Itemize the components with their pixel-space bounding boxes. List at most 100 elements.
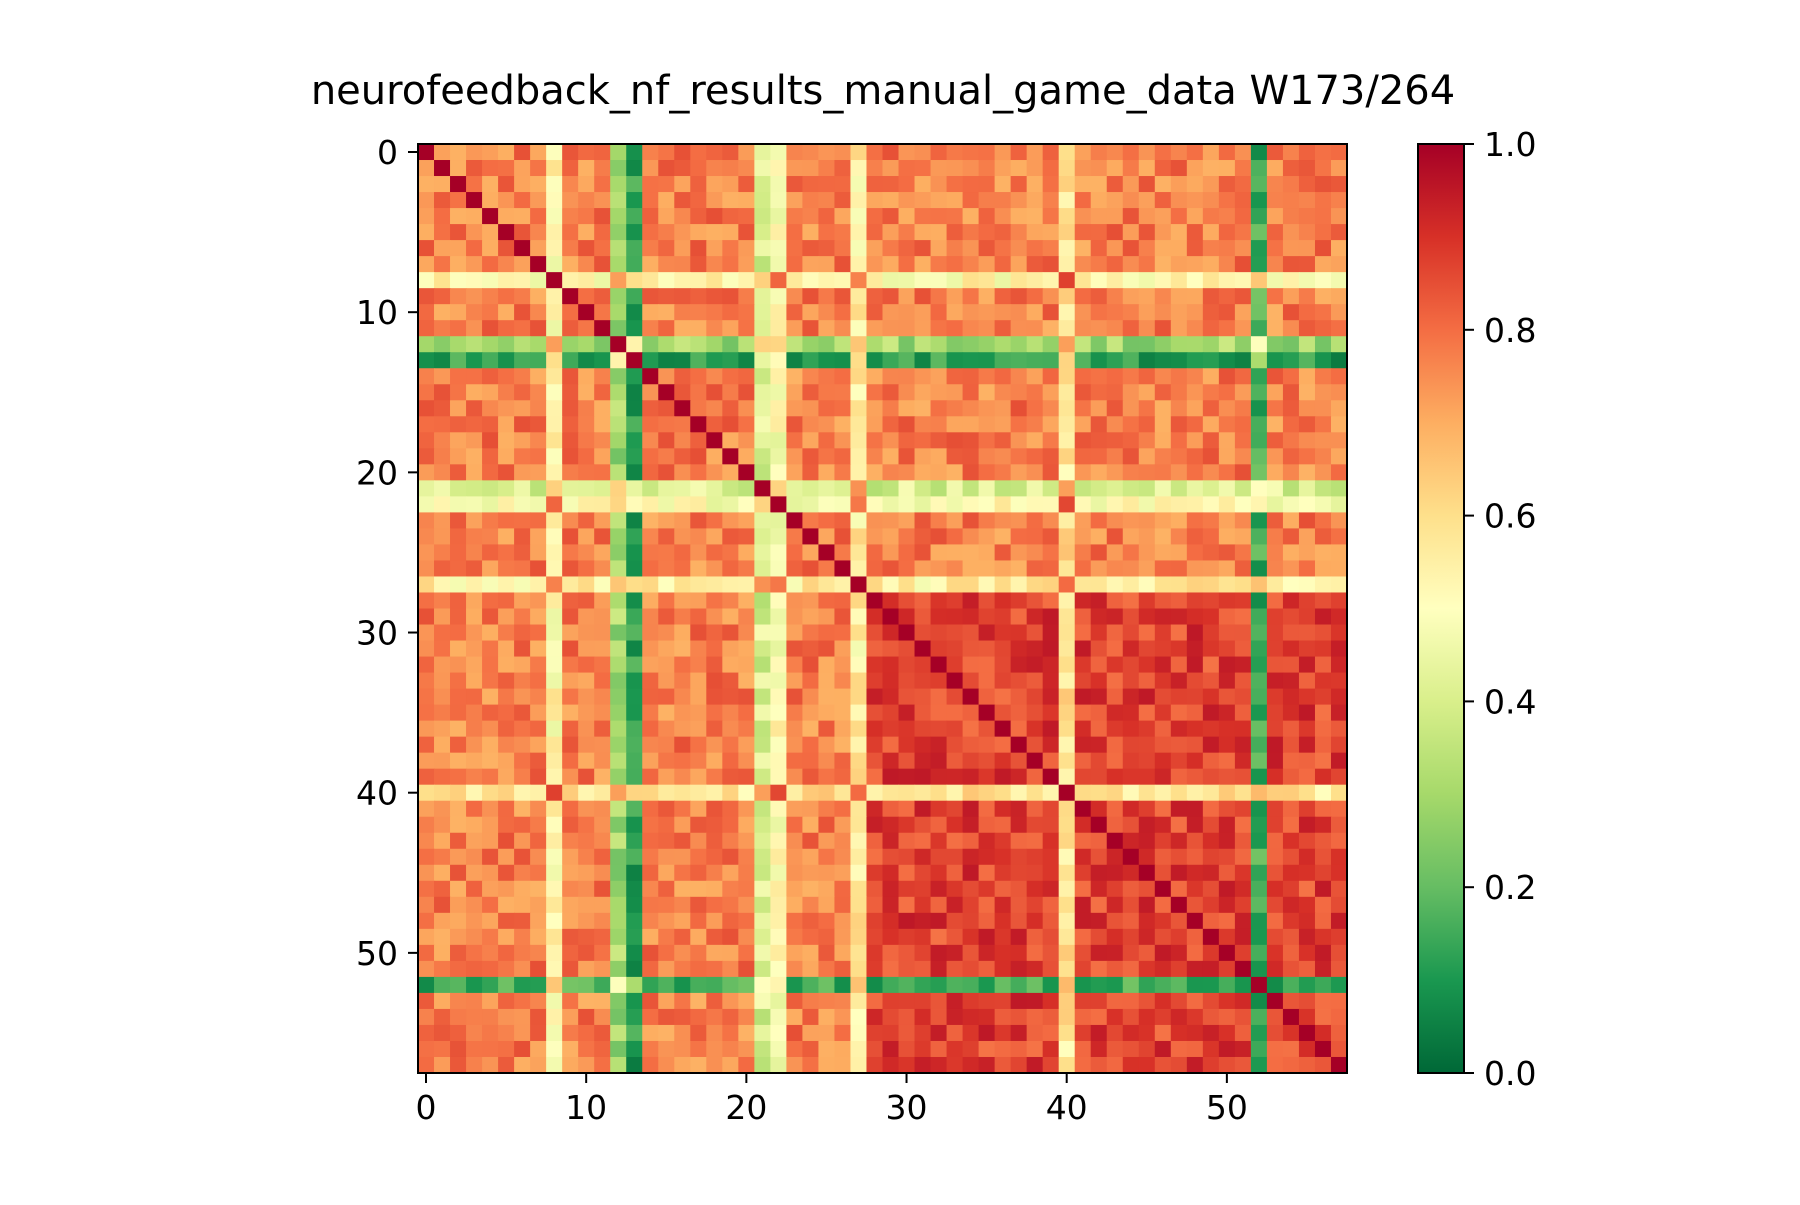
heatmap-cell bbox=[1106, 1056, 1124, 1074]
heatmap-cell bbox=[850, 1040, 868, 1058]
heatmap-cell bbox=[1202, 608, 1220, 626]
heatmap-cell bbox=[914, 688, 932, 706]
heatmap-cell bbox=[866, 784, 884, 802]
heatmap-cell bbox=[1074, 544, 1092, 562]
heatmap-cell bbox=[610, 608, 627, 626]
heatmap-cell bbox=[1026, 656, 1044, 674]
heatmap-cell bbox=[466, 896, 483, 914]
heatmap-cell bbox=[482, 144, 499, 161]
heatmap-cell bbox=[626, 176, 643, 193]
heatmap-cell bbox=[1170, 400, 1188, 417]
heatmap-cell bbox=[1026, 752, 1044, 770]
heatmap-cell bbox=[466, 304, 483, 321]
heatmap-cell bbox=[914, 976, 932, 994]
heatmap-cell bbox=[594, 272, 611, 289]
heatmap-cell bbox=[482, 368, 499, 385]
heatmap-cell bbox=[802, 704, 820, 722]
heatmap-cell bbox=[578, 272, 595, 289]
heatmap-cell bbox=[850, 480, 868, 497]
heatmap-cell bbox=[1154, 800, 1172, 818]
heatmap-cell bbox=[994, 704, 1012, 722]
heatmap-cell bbox=[1090, 272, 1108, 289]
heatmap-cell bbox=[418, 496, 435, 513]
heatmap-cell bbox=[850, 928, 868, 946]
heatmap-cell bbox=[1042, 144, 1060, 161]
heatmap-cell bbox=[546, 304, 563, 321]
heatmap-cell bbox=[546, 240, 563, 257]
heatmap-cell bbox=[546, 1056, 563, 1074]
heatmap-cell bbox=[834, 208, 852, 225]
heatmap-cell bbox=[786, 560, 804, 578]
heatmap-cell bbox=[658, 640, 675, 658]
heatmap-cell bbox=[706, 304, 723, 321]
heatmap-cell bbox=[498, 224, 515, 241]
heatmap-cell bbox=[1026, 640, 1044, 658]
heatmap-cell bbox=[1090, 832, 1108, 850]
heatmap-cell bbox=[1218, 448, 1236, 465]
heatmap-cell bbox=[1298, 624, 1316, 642]
heatmap-cell bbox=[882, 752, 900, 770]
heatmap-cell bbox=[978, 160, 996, 177]
heatmap-cell bbox=[1106, 304, 1124, 321]
heatmap-cell bbox=[1154, 224, 1172, 241]
heatmap-cell bbox=[434, 160, 451, 177]
heatmap-cell bbox=[786, 288, 804, 305]
heatmap-cell bbox=[882, 384, 900, 401]
heatmap-cell bbox=[1170, 144, 1188, 161]
heatmap-cell bbox=[1234, 288, 1252, 305]
heatmap-cell bbox=[770, 240, 787, 257]
heatmap-cell bbox=[722, 896, 739, 914]
heatmap-cell bbox=[738, 160, 755, 177]
heatmap-cell bbox=[1202, 464, 1220, 481]
heatmap-cell bbox=[1106, 208, 1124, 225]
heatmap-cell bbox=[530, 272, 547, 289]
heatmap-cell bbox=[1330, 864, 1348, 882]
heatmap-cell bbox=[1314, 1024, 1332, 1042]
heatmap-cell bbox=[994, 656, 1012, 674]
heatmap-cell bbox=[882, 304, 900, 321]
heatmap-cell bbox=[642, 528, 659, 546]
heatmap-cell bbox=[546, 656, 563, 674]
heatmap-cell bbox=[1170, 800, 1188, 818]
heatmap-cell bbox=[546, 272, 563, 289]
heatmap-cell bbox=[1106, 704, 1124, 722]
heatmap-cell bbox=[962, 336, 980, 353]
heatmap-cell bbox=[418, 416, 435, 433]
heatmap-cell bbox=[1074, 1024, 1092, 1042]
heatmap-cell bbox=[562, 1008, 579, 1026]
heatmap-cell bbox=[1250, 288, 1268, 305]
heatmap-cell bbox=[1138, 528, 1156, 546]
heatmap-cell bbox=[818, 416, 836, 433]
heatmap-cell bbox=[978, 1024, 996, 1042]
heatmap-cell bbox=[562, 1056, 579, 1074]
heatmap-cell bbox=[450, 1056, 467, 1074]
heatmap-cell bbox=[930, 208, 948, 225]
heatmap-cell bbox=[706, 592, 723, 610]
heatmap-cell bbox=[1010, 944, 1028, 962]
heatmap-cell bbox=[738, 656, 755, 674]
heatmap-cell bbox=[866, 1008, 884, 1026]
heatmap-cell bbox=[466, 944, 483, 962]
heatmap-cell bbox=[962, 896, 980, 914]
heatmap-cell bbox=[1314, 928, 1332, 946]
heatmap-cell bbox=[802, 384, 820, 401]
heatmap-cell bbox=[1122, 912, 1140, 930]
heatmap-cell bbox=[770, 688, 787, 706]
heatmap-cell bbox=[1282, 1056, 1300, 1074]
heatmap-cell bbox=[514, 912, 531, 930]
heatmap-cell bbox=[850, 624, 868, 642]
heatmap-cell bbox=[610, 784, 627, 802]
heatmap-cell bbox=[850, 944, 868, 962]
heatmap-cell bbox=[994, 416, 1012, 433]
heatmap-cell bbox=[1218, 544, 1236, 562]
heatmap-cell bbox=[1330, 832, 1348, 850]
heatmap-cell bbox=[450, 208, 467, 225]
heatmap-cell bbox=[1090, 336, 1108, 353]
heatmap-cell bbox=[866, 944, 884, 962]
heatmap-cell bbox=[866, 896, 884, 914]
heatmap-cell bbox=[434, 816, 451, 834]
heatmap-cell bbox=[690, 912, 707, 930]
heatmap-cell bbox=[1314, 880, 1332, 898]
heatmap-cell bbox=[818, 896, 836, 914]
heatmap-cell bbox=[818, 256, 836, 273]
